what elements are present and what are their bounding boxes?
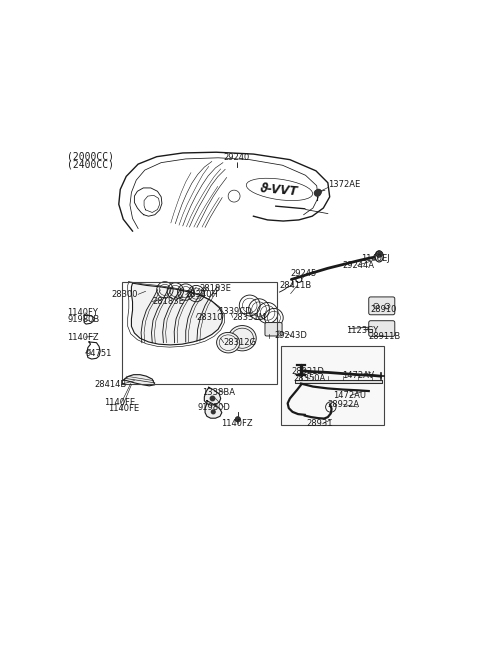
Text: 29243D: 29243D — [274, 331, 307, 340]
Text: 29240: 29240 — [224, 153, 250, 162]
Polygon shape — [295, 380, 382, 383]
Text: 28183E: 28183E — [200, 284, 231, 293]
Text: 1338BA: 1338BA — [203, 388, 236, 397]
Text: 28411B: 28411B — [279, 281, 312, 290]
FancyBboxPatch shape — [265, 323, 282, 336]
Polygon shape — [204, 387, 221, 405]
Text: 28911B: 28911B — [369, 332, 401, 341]
Text: 1472AU: 1472AU — [333, 391, 366, 400]
Text: 94751: 94751 — [85, 348, 112, 358]
FancyBboxPatch shape — [369, 297, 395, 315]
Text: 29244A: 29244A — [343, 261, 375, 270]
Bar — [281, 346, 384, 424]
Text: 1372AE: 1372AE — [328, 180, 360, 189]
Circle shape — [236, 417, 240, 422]
Text: 91980B: 91980B — [67, 315, 100, 324]
Text: ϑ-VVT: ϑ-VVT — [260, 182, 299, 198]
Text: 1140FZ: 1140FZ — [221, 419, 252, 428]
Ellipse shape — [375, 251, 383, 262]
Text: 1140EJ: 1140EJ — [361, 253, 390, 263]
Circle shape — [316, 189, 321, 195]
Ellipse shape — [216, 333, 240, 353]
FancyBboxPatch shape — [369, 321, 395, 337]
Text: 1123GY: 1123GY — [347, 326, 379, 335]
Text: 28340H: 28340H — [186, 290, 218, 299]
Circle shape — [211, 410, 215, 414]
Text: 28921D: 28921D — [291, 367, 324, 376]
Text: 28350A: 28350A — [294, 374, 326, 383]
Text: 1472AV: 1472AV — [342, 371, 374, 380]
Text: 1140FE: 1140FE — [104, 398, 135, 407]
Text: 28931: 28931 — [306, 419, 333, 428]
Text: 28312G: 28312G — [224, 338, 257, 347]
Text: (2000CC): (2000CC) — [67, 151, 114, 162]
Text: 1339CD: 1339CD — [218, 307, 252, 316]
Text: 28300: 28300 — [112, 290, 138, 299]
Polygon shape — [205, 401, 222, 418]
Text: 29245: 29245 — [290, 269, 317, 278]
Polygon shape — [124, 375, 155, 386]
Circle shape — [378, 252, 382, 256]
Text: 28414B: 28414B — [95, 380, 127, 389]
Ellipse shape — [228, 326, 256, 351]
Circle shape — [236, 417, 240, 422]
Text: 28183E: 28183E — [152, 297, 184, 306]
Circle shape — [378, 252, 382, 256]
Text: 28331M: 28331M — [233, 313, 266, 322]
Text: 1140FZ: 1140FZ — [67, 333, 99, 342]
Polygon shape — [132, 283, 223, 345]
Circle shape — [314, 190, 321, 196]
Circle shape — [316, 190, 321, 195]
Text: (2400CC): (2400CC) — [67, 160, 114, 170]
Text: 28922A: 28922A — [327, 400, 359, 409]
Bar — [122, 282, 276, 384]
Text: 1140FY: 1140FY — [67, 309, 98, 318]
Text: 28910: 28910 — [371, 305, 397, 314]
Text: 1140FE: 1140FE — [108, 404, 139, 413]
Text: 91980D: 91980D — [198, 403, 230, 411]
Text: 28310: 28310 — [196, 313, 223, 322]
Circle shape — [210, 396, 215, 401]
